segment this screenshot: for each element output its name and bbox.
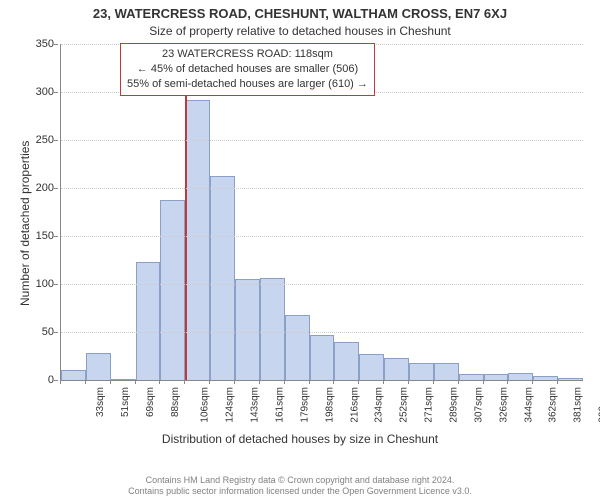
histogram-bar: [61, 370, 86, 380]
histogram-bar: [86, 353, 111, 380]
x-tick-mark: [284, 380, 285, 384]
x-tick-label: 106sqm: [200, 387, 211, 423]
x-tick-mark: [259, 380, 260, 384]
histogram-bar: [384, 358, 409, 380]
histogram-bar: [136, 262, 161, 380]
x-tick-label: 307sqm: [473, 387, 484, 423]
x-tick-mark: [85, 380, 86, 384]
x-tick-mark: [408, 380, 409, 384]
histogram-bar: [558, 378, 583, 380]
y-tick-label: 250: [26, 134, 54, 146]
histogram-bar: [334, 342, 359, 380]
histogram-bar: [508, 373, 533, 380]
x-tick-mark: [309, 380, 310, 384]
histogram-bar: [235, 279, 260, 380]
grid-line: [61, 236, 583, 237]
x-tick-label: 289sqm: [449, 387, 460, 423]
histogram-bar: [409, 363, 434, 380]
y-tick-label: 50: [26, 326, 54, 338]
histogram-bar: [160, 200, 185, 380]
x-tick-mark: [110, 380, 111, 384]
histogram-bar: [359, 354, 384, 380]
x-tick-mark: [234, 380, 235, 384]
histogram-bar: [260, 278, 285, 380]
y-tick-label: 0: [26, 374, 54, 386]
histogram-bar: [459, 374, 484, 380]
chart-area: Number of detached properties Distributi…: [0, 44, 600, 480]
x-tick-label: 198sqm: [324, 387, 335, 423]
histogram-bar: [185, 100, 210, 380]
x-tick-label: 271sqm: [424, 387, 435, 423]
histogram-bar: [210, 176, 235, 380]
x-tick-label: 69sqm: [145, 387, 156, 417]
x-tick-mark: [184, 380, 185, 384]
grid-line: [61, 188, 583, 189]
annotation-line-2: ← 45% of detached houses are smaller (50…: [127, 62, 368, 77]
x-tick-label: 234sqm: [374, 387, 385, 423]
x-tick-label: 381sqm: [573, 387, 584, 423]
annotation-line-1: 23 WATERCRESS ROAD: 118sqm: [127, 47, 368, 62]
y-tick-label: 300: [26, 86, 54, 98]
x-tick-mark: [383, 380, 384, 384]
footer-line-1: Contains HM Land Registry data © Crown c…: [0, 475, 600, 486]
y-tick-label: 200: [26, 182, 54, 194]
histogram-bar: [285, 315, 310, 380]
x-tick-mark: [333, 380, 334, 384]
x-tick-mark: [532, 380, 533, 384]
histogram-bar: [484, 374, 509, 380]
x-tick-label: 143sqm: [250, 387, 261, 423]
histogram-bar: [533, 376, 558, 380]
y-tick-label: 350: [26, 38, 54, 50]
x-tick-label: 362sqm: [548, 387, 559, 423]
grid-line: [61, 284, 583, 285]
x-tick-label: 124sqm: [225, 387, 236, 423]
page-title: 23, WATERCRESS ROAD, CHESHUNT, WALTHAM C…: [0, 0, 600, 21]
annotation-box: 23 WATERCRESS ROAD: 118sqm ← 45% of deta…: [120, 43, 375, 96]
x-tick-mark: [557, 380, 558, 384]
grid-line: [61, 332, 583, 333]
x-tick-label: 216sqm: [349, 387, 360, 423]
x-tick-label: 88sqm: [170, 387, 181, 417]
chart-container: 23, WATERCRESS ROAD, CHESHUNT, WALTHAM C…: [0, 0, 600, 500]
histogram-bar: [111, 379, 136, 380]
footer-line-2: Contains public sector information licen…: [0, 486, 600, 497]
x-tick-mark: [358, 380, 359, 384]
x-tick-label: 344sqm: [523, 387, 534, 423]
grid-line: [61, 140, 583, 141]
y-tick-label: 100: [26, 278, 54, 290]
x-tick-mark: [135, 380, 136, 384]
x-tick-mark: [209, 380, 210, 384]
y-tick-label: 150: [26, 230, 54, 242]
x-tick-label: 179sqm: [299, 387, 310, 423]
x-tick-mark: [159, 380, 160, 384]
histogram-bar: [434, 363, 459, 380]
x-tick-mark: [507, 380, 508, 384]
x-tick-mark: [433, 380, 434, 384]
x-tick-label: 252sqm: [399, 387, 410, 423]
footer-attribution: Contains HM Land Registry data © Crown c…: [0, 475, 600, 498]
x-tick-mark: [60, 380, 61, 384]
x-tick-label: 51sqm: [120, 387, 131, 417]
x-tick-label: 33sqm: [95, 387, 106, 417]
histogram-bar: [310, 335, 335, 380]
chart-subtitle: Size of property relative to detached ho…: [0, 24, 600, 38]
x-tick-label: 326sqm: [498, 387, 509, 423]
x-tick-mark: [458, 380, 459, 384]
x-tick-label: 161sqm: [275, 387, 286, 423]
x-tick-mark: [483, 380, 484, 384]
x-axis-label: Distribution of detached houses by size …: [0, 432, 600, 446]
annotation-line-3: 55% of semi-detached houses are larger (…: [127, 77, 368, 92]
